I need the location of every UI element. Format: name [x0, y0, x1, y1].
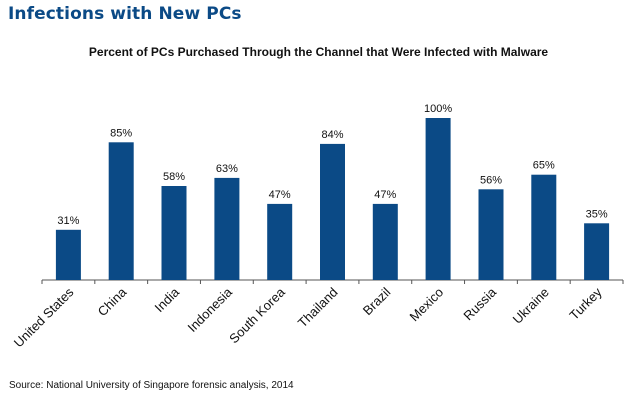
- bar: [372, 203, 398, 280]
- category-label: China: [95, 284, 130, 319]
- bar: [478, 189, 504, 280]
- category-label: Thailand: [295, 285, 341, 331]
- bar: [425, 118, 451, 280]
- category-label: Ukraine: [510, 285, 552, 327]
- category-label: Mexico: [406, 285, 446, 325]
- data-label: 65%: [533, 160, 555, 172]
- data-label: 35%: [586, 208, 608, 220]
- category-label: Russia: [460, 284, 499, 323]
- data-label: 56%: [480, 174, 502, 186]
- chart-title: Percent of PCs Purchased Through the Cha…: [88, 45, 549, 59]
- data-label: 100%: [424, 103, 452, 115]
- data-label: 47%: [374, 189, 396, 201]
- bar: [108, 142, 134, 280]
- data-label: 31%: [57, 215, 79, 227]
- data-label: 84%: [321, 129, 343, 141]
- bar: [531, 174, 557, 280]
- bar: [320, 143, 345, 280]
- bar: [214, 177, 240, 280]
- bar: [584, 223, 610, 280]
- data-label: 63%: [216, 163, 238, 175]
- category-label: South Korea: [226, 284, 288, 346]
- category-label: Turkey: [566, 284, 605, 323]
- data-label: 85%: [110, 127, 132, 139]
- category-label: United States: [11, 284, 77, 350]
- page-title: Infections with New PCs: [8, 4, 242, 24]
- category-label: Brazil: [360, 284, 394, 318]
- data-label: 47%: [269, 189, 291, 201]
- category-label: India: [152, 284, 183, 315]
- bar: [161, 186, 187, 280]
- bar: [267, 203, 293, 280]
- category-label: Indonesia: [185, 284, 236, 335]
- source-note: Source: National University of Singapore…: [9, 380, 294, 391]
- bar: [55, 229, 81, 280]
- data-label: 58%: [163, 171, 185, 183]
